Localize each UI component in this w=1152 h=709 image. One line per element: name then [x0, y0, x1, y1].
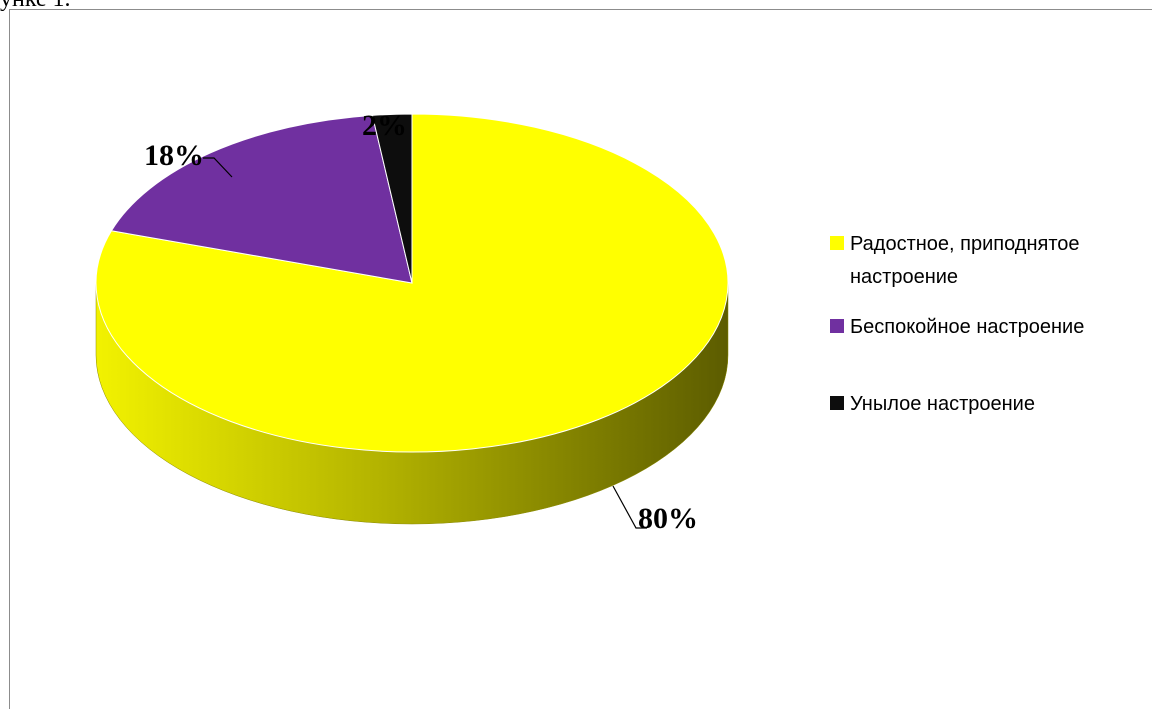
- legend-swatch-2: [830, 396, 844, 410]
- data-label-0: 80%: [638, 502, 698, 535]
- data-label-layer: 80% 18% 2%: [144, 109, 698, 535]
- data-label-leader-1: [203, 157, 233, 178]
- legend-label-0: Радостное, приподнятое: [850, 233, 1080, 255]
- legend-swatch-1: [830, 319, 844, 333]
- legend-label-1: Беспокойное настроение: [850, 316, 1084, 338]
- pie-chart: 80% 18% 2% Радостное, приподнятое настроени…: [95, 109, 1084, 535]
- legend-swatch-0: [830, 236, 844, 250]
- pie-slice-0: [95, 113, 729, 453]
- chart-frame: [9, 9, 1152, 709]
- legend-label-0-line-1: настроение: [850, 266, 958, 288]
- pie-slice-2: [371, 113, 413, 284]
- data-label-1: 18%: [144, 139, 204, 172]
- data-label-leader-0: [612, 485, 647, 529]
- legend: Радостное, приподнятое настроение Беспокой…: [830, 233, 1084, 415]
- legend-label-2: Унылое настроение: [850, 393, 1035, 415]
- data-label-2: 2%: [362, 109, 407, 142]
- pie-slice-1: [110, 114, 413, 284]
- pie-layer: [95, 113, 729, 525]
